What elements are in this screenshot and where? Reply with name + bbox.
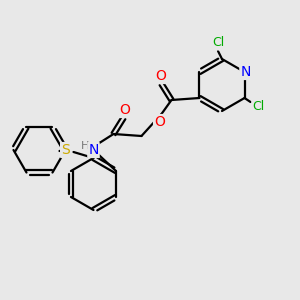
Text: Cl: Cl bbox=[252, 100, 265, 112]
Text: H: H bbox=[81, 141, 90, 151]
Text: O: O bbox=[154, 115, 165, 129]
Text: S: S bbox=[61, 143, 70, 157]
Text: O: O bbox=[119, 103, 130, 117]
Text: O: O bbox=[155, 69, 166, 83]
Text: N: N bbox=[240, 65, 251, 79]
Text: N: N bbox=[88, 143, 99, 157]
Text: Cl: Cl bbox=[212, 37, 224, 50]
